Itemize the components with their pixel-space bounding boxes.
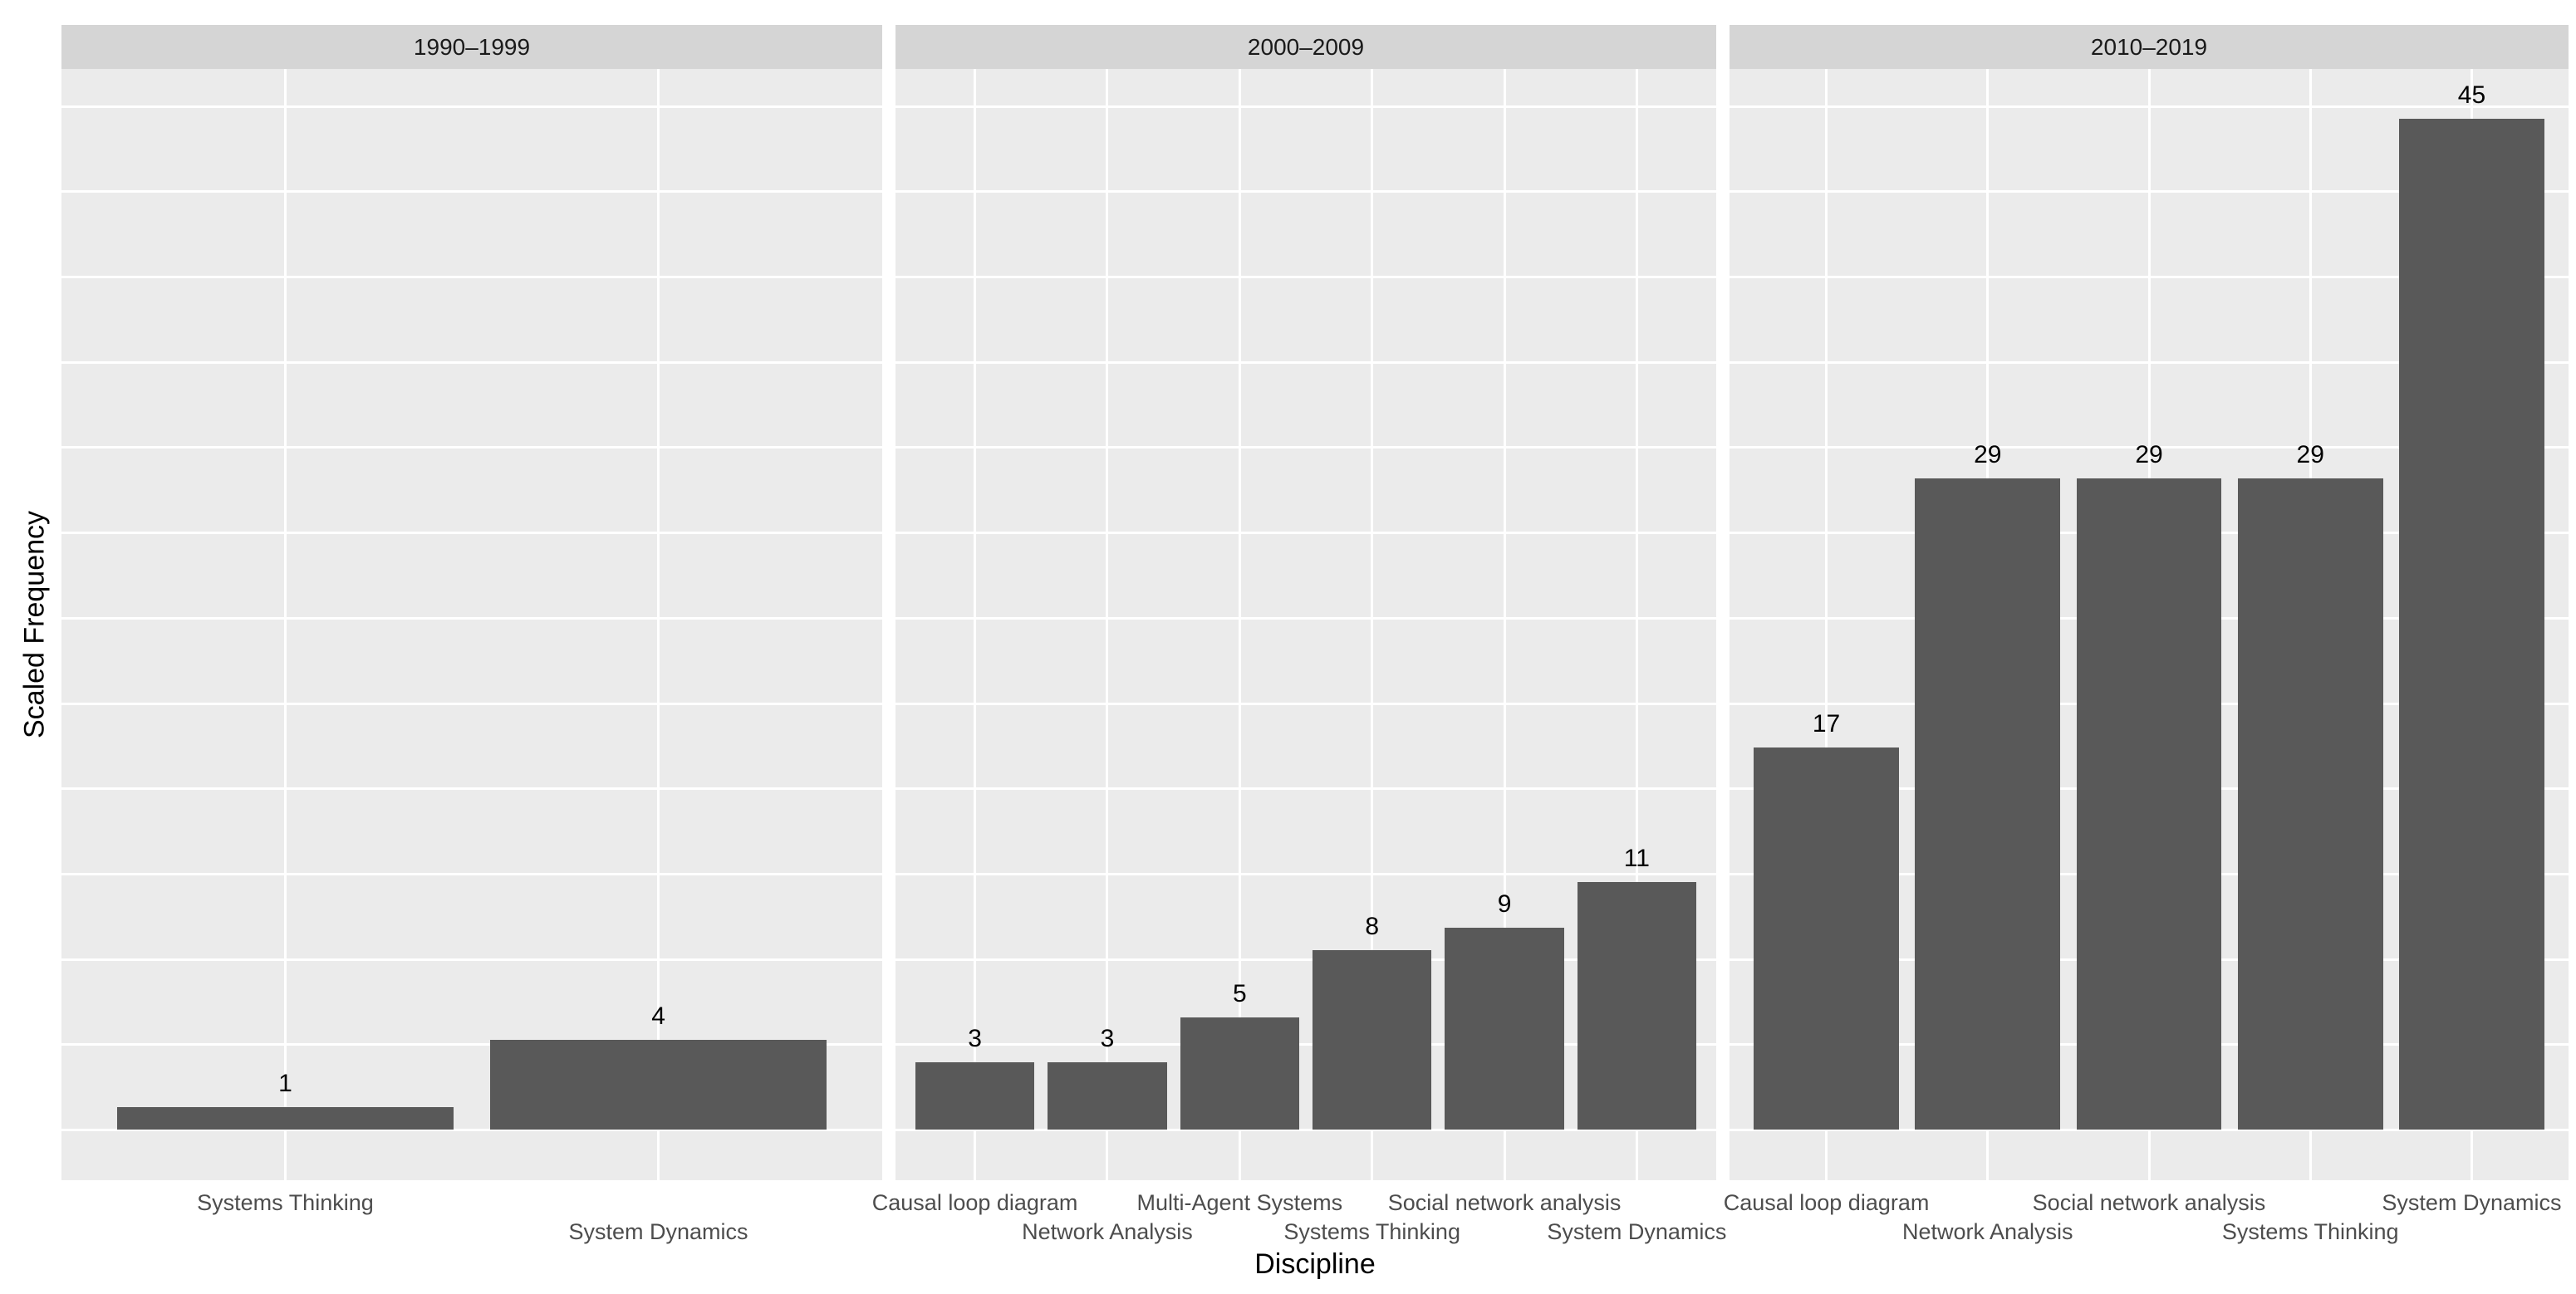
- h-gridline: [61, 1043, 882, 1046]
- x-tick-label: Network Analysis: [1901, 1219, 2073, 1244]
- v-gridline: [974, 69, 977, 1180]
- bar-system-dynamics: [2399, 118, 2544, 1130]
- h-gridline: [895, 1043, 1716, 1046]
- h-gridline: [61, 190, 882, 194]
- h-gridline: [895, 190, 1716, 194]
- bar-value-label: 3: [1100, 1024, 1115, 1052]
- h-gridline: [895, 616, 1716, 620]
- v-gridline: [283, 69, 287, 1180]
- bar-value-label: 29: [2296, 440, 2324, 468]
- x-tick-label: System Dynamics: [1547, 1219, 1727, 1244]
- bar-value-label: 29: [1974, 440, 2002, 468]
- h-gridline: [61, 616, 882, 620]
- h-gridline: [895, 105, 1716, 108]
- facet-panel-2010-2019: 17 29 29 29 45: [1730, 69, 2569, 1180]
- x-tick-label: System Dynamics: [568, 1219, 748, 1244]
- h-gridline: [895, 446, 1716, 449]
- h-gridline: [895, 958, 1716, 961]
- h-gridline: [895, 1129, 1716, 1131]
- bar-value-label: 8: [1365, 912, 1380, 940]
- facet-strip-label: 1990–1999: [413, 33, 531, 60]
- bar-causal-loop-diagram: [915, 1061, 1035, 1130]
- h-gridline: [61, 787, 882, 791]
- x-tick-label: Social network analysis: [1387, 1190, 1622, 1215]
- bar-value-label: 9: [1497, 890, 1512, 918]
- bar-network-analysis: [1915, 478, 2061, 1130]
- v-gridline: [1825, 69, 1828, 1180]
- facet-strip-1990-1999: 1990–1999: [61, 25, 882, 69]
- x-tick-label: Network Analysis: [1022, 1219, 1193, 1244]
- x-tick-label: Systems Thinking: [1283, 1219, 1460, 1244]
- bar-social-network-analysis: [2076, 478, 2222, 1130]
- bar-multi-agent-systems: [1180, 1017, 1300, 1130]
- v-gridline: [1238, 69, 1241, 1180]
- h-gridline: [895, 702, 1716, 705]
- h-gridline: [61, 1129, 882, 1131]
- bar-social-network-analysis: [1445, 927, 1564, 1130]
- x-tick-label: System Dynamics: [2382, 1190, 2562, 1215]
- x-tick-label: Causal loop diagram: [1723, 1190, 1930, 1215]
- bar-value-label: 45: [2457, 81, 2486, 109]
- x-tick-label: Causal loop diagram: [871, 1190, 1078, 1215]
- bar-system-dynamics: [490, 1039, 827, 1130]
- h-gridline: [61, 360, 882, 364]
- h-gridline: [895, 532, 1716, 535]
- h-gridline: [61, 276, 882, 278]
- x-tick-label: Systems Thinking: [2221, 1219, 2399, 1244]
- h-gridline: [61, 702, 882, 705]
- bar-systems-thinking: [2237, 478, 2383, 1130]
- h-gridline: [895, 872, 1716, 875]
- h-gridline: [61, 446, 882, 449]
- v-gridline: [657, 69, 660, 1180]
- x-tick-label: Multi-Agent Systems: [1136, 1190, 1343, 1215]
- bar-value-label: 17: [1812, 710, 1841, 738]
- bar-system-dynamics: [1577, 882, 1697, 1130]
- bar-value-label: 29: [2135, 440, 2163, 468]
- facet-strip-label: 2000–2009: [1247, 33, 1365, 60]
- x-axis-title: Discipline: [1254, 1248, 1376, 1280]
- bar-systems-thinking: [117, 1106, 454, 1130]
- bar-network-analysis: [1048, 1061, 1167, 1130]
- v-gridline: [1635, 69, 1638, 1180]
- h-gridline: [61, 872, 882, 875]
- bar-value-label: 5: [1232, 979, 1247, 1007]
- facet-strip-2010-2019: 2010–2019: [1730, 25, 2569, 69]
- x-tick-label: Social network analysis: [2032, 1190, 2266, 1215]
- v-gridline: [1503, 69, 1506, 1180]
- h-gridline: [61, 532, 882, 535]
- facet-strip-label: 2010–2019: [2090, 33, 2208, 60]
- bar-causal-loop-diagram: [1754, 747, 1899, 1130]
- facet-panel-2000-2009: 3 3 5 8 9 11: [895, 69, 1716, 1180]
- h-gridline: [61, 958, 882, 961]
- v-gridline: [1371, 69, 1374, 1180]
- bar-value-label: 1: [278, 1069, 292, 1097]
- h-gridline: [895, 276, 1716, 278]
- x-tick-label: Systems Thinking: [197, 1190, 374, 1215]
- bar-value-label: 11: [1623, 845, 1650, 873]
- facet-strip-2000-2009: 2000–2009: [895, 25, 1716, 69]
- bar-systems-thinking: [1312, 949, 1432, 1130]
- y-axis-title: Scaled Frequency: [18, 510, 51, 739]
- v-gridline: [1106, 69, 1109, 1180]
- bar-value-label: 3: [968, 1024, 982, 1052]
- h-gridline: [61, 105, 882, 108]
- bar-value-label: 4: [651, 1002, 665, 1030]
- h-gridline: [895, 360, 1716, 364]
- h-gridline: [895, 787, 1716, 791]
